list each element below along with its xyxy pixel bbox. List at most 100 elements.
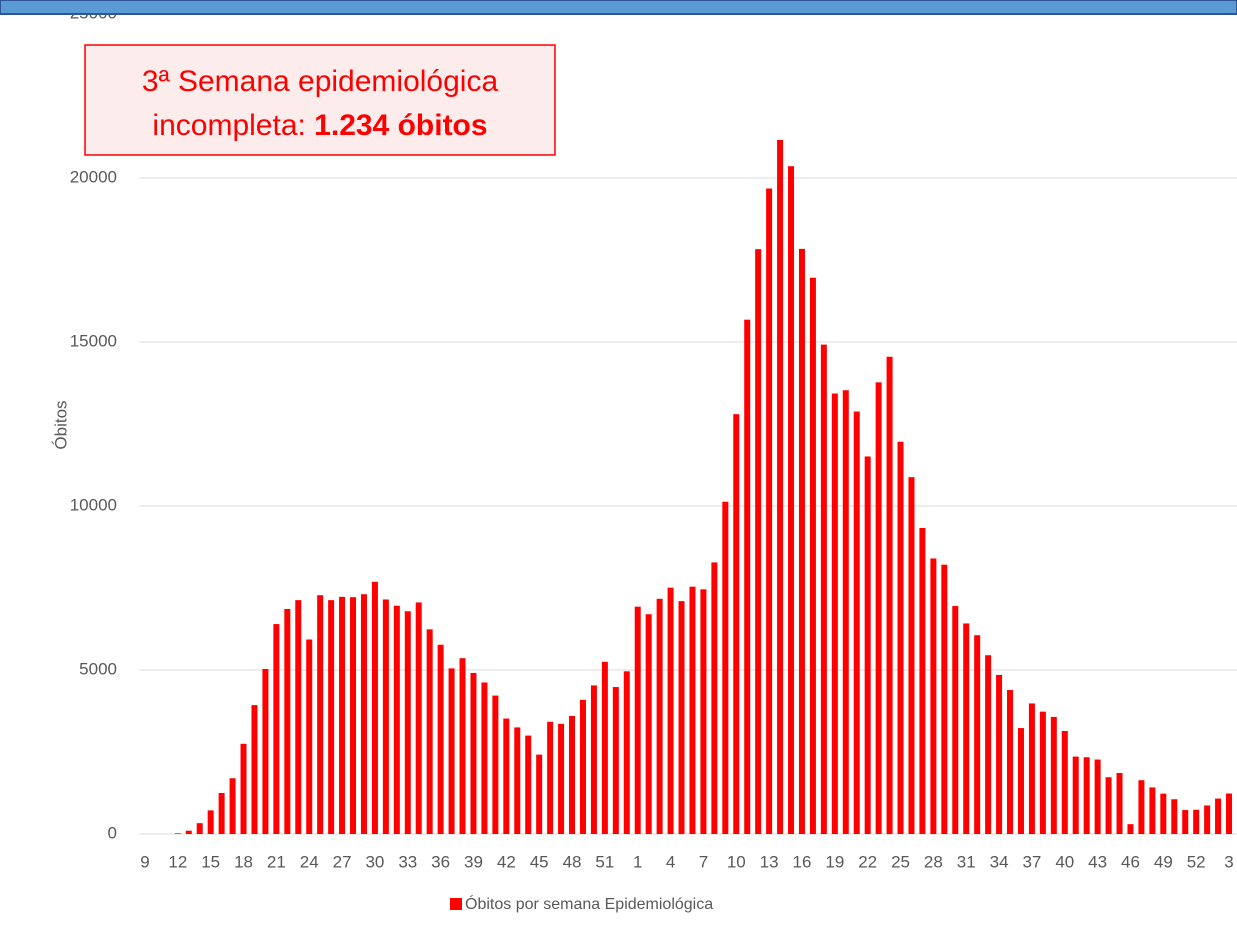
x-tick-label: 46 [1121,852,1140,871]
bar [612,687,619,834]
bar [536,754,543,834]
x-tick-label: 48 [563,852,582,871]
bar [393,605,400,834]
bar [590,685,597,834]
bar [908,477,915,834]
bar [744,319,751,834]
bar [558,723,565,834]
bar [1116,772,1123,834]
bar [985,655,992,834]
bar [941,564,948,834]
x-tick-label: 28 [924,852,943,871]
bar [1105,777,1112,834]
bar [525,735,532,834]
bar [470,672,477,834]
x-tick-label: 22 [858,852,877,871]
bar [842,390,849,834]
bar [1226,793,1233,834]
x-tick-label: 31 [957,852,976,871]
bar [196,823,203,834]
x-tick-label: 34 [990,852,1009,871]
bar [1204,805,1211,834]
bar [273,624,280,834]
y-tick-label: 20000 [70,167,117,186]
bar [623,671,630,834]
y-tick-label: 0 [108,823,117,842]
bar [437,644,444,834]
bar [306,639,313,834]
x-tick-label: 19 [825,852,844,871]
bar [382,599,389,834]
bar [514,727,521,834]
bar [853,411,860,834]
annotation-box [84,44,556,156]
bar [404,611,411,834]
bar [798,248,805,834]
x-tick-label: 3 [1224,852,1233,871]
bar [328,600,335,834]
bar [711,562,718,834]
bar [755,249,762,834]
bar [1182,810,1189,834]
bar [897,441,904,834]
x-tick-label: 36 [431,852,450,871]
annotation-line: 3ª Semana epidemiológica [142,65,499,98]
x-tick-label: 1 [633,852,642,871]
bar [919,527,926,834]
bar [371,581,378,834]
x-tick-label: 33 [398,852,417,871]
y-tick-label: 15000 [70,331,117,350]
x-tick-label: 13 [760,852,779,871]
annotation-line: incompleta: 1.234 óbitos [152,109,487,142]
x-tick-label: 39 [464,852,483,871]
bar [481,682,488,834]
bar [1061,731,1068,834]
bar [426,629,433,834]
bar [996,674,1003,834]
bar [777,139,784,834]
bar [295,600,302,834]
bar [1193,809,1200,834]
x-tick-label: 30 [365,852,384,871]
bar [1083,757,1090,834]
bar [667,587,674,834]
window-bar [0,0,1237,15]
bar [284,608,291,834]
x-tick-label: 7 [699,852,708,871]
y-axis-title: Óbitos [51,400,70,449]
bar [963,623,970,834]
bar [1039,711,1046,834]
x-tick-label: 43 [1088,852,1107,871]
x-tick-label: 10 [727,852,746,871]
legend-label: Óbitos por semana Epidemiológica [465,894,713,913]
bar [1149,787,1156,834]
bar [788,166,795,834]
x-tick-label: 37 [1022,852,1041,871]
x-tick-label: 42 [497,852,516,871]
bar [1138,780,1145,834]
bar [459,658,466,834]
bar [547,721,554,834]
bar [1215,798,1222,834]
bar [1127,824,1134,834]
bar [218,793,225,834]
x-tick-label: 24 [300,852,319,871]
x-tick-label: 27 [333,852,352,871]
bar [700,589,707,834]
bar [240,743,247,834]
bar [1160,793,1167,834]
bar [930,558,937,834]
bar [360,594,367,834]
bar [722,501,729,834]
bar [569,715,576,834]
bar [350,597,357,834]
bar [1050,716,1057,834]
bar [864,456,871,834]
bar [492,695,499,834]
x-tick-label: 4 [666,852,675,871]
bar [503,718,510,834]
x-tick-label: 40 [1055,852,1074,871]
bar [820,344,827,834]
bar [875,382,882,834]
